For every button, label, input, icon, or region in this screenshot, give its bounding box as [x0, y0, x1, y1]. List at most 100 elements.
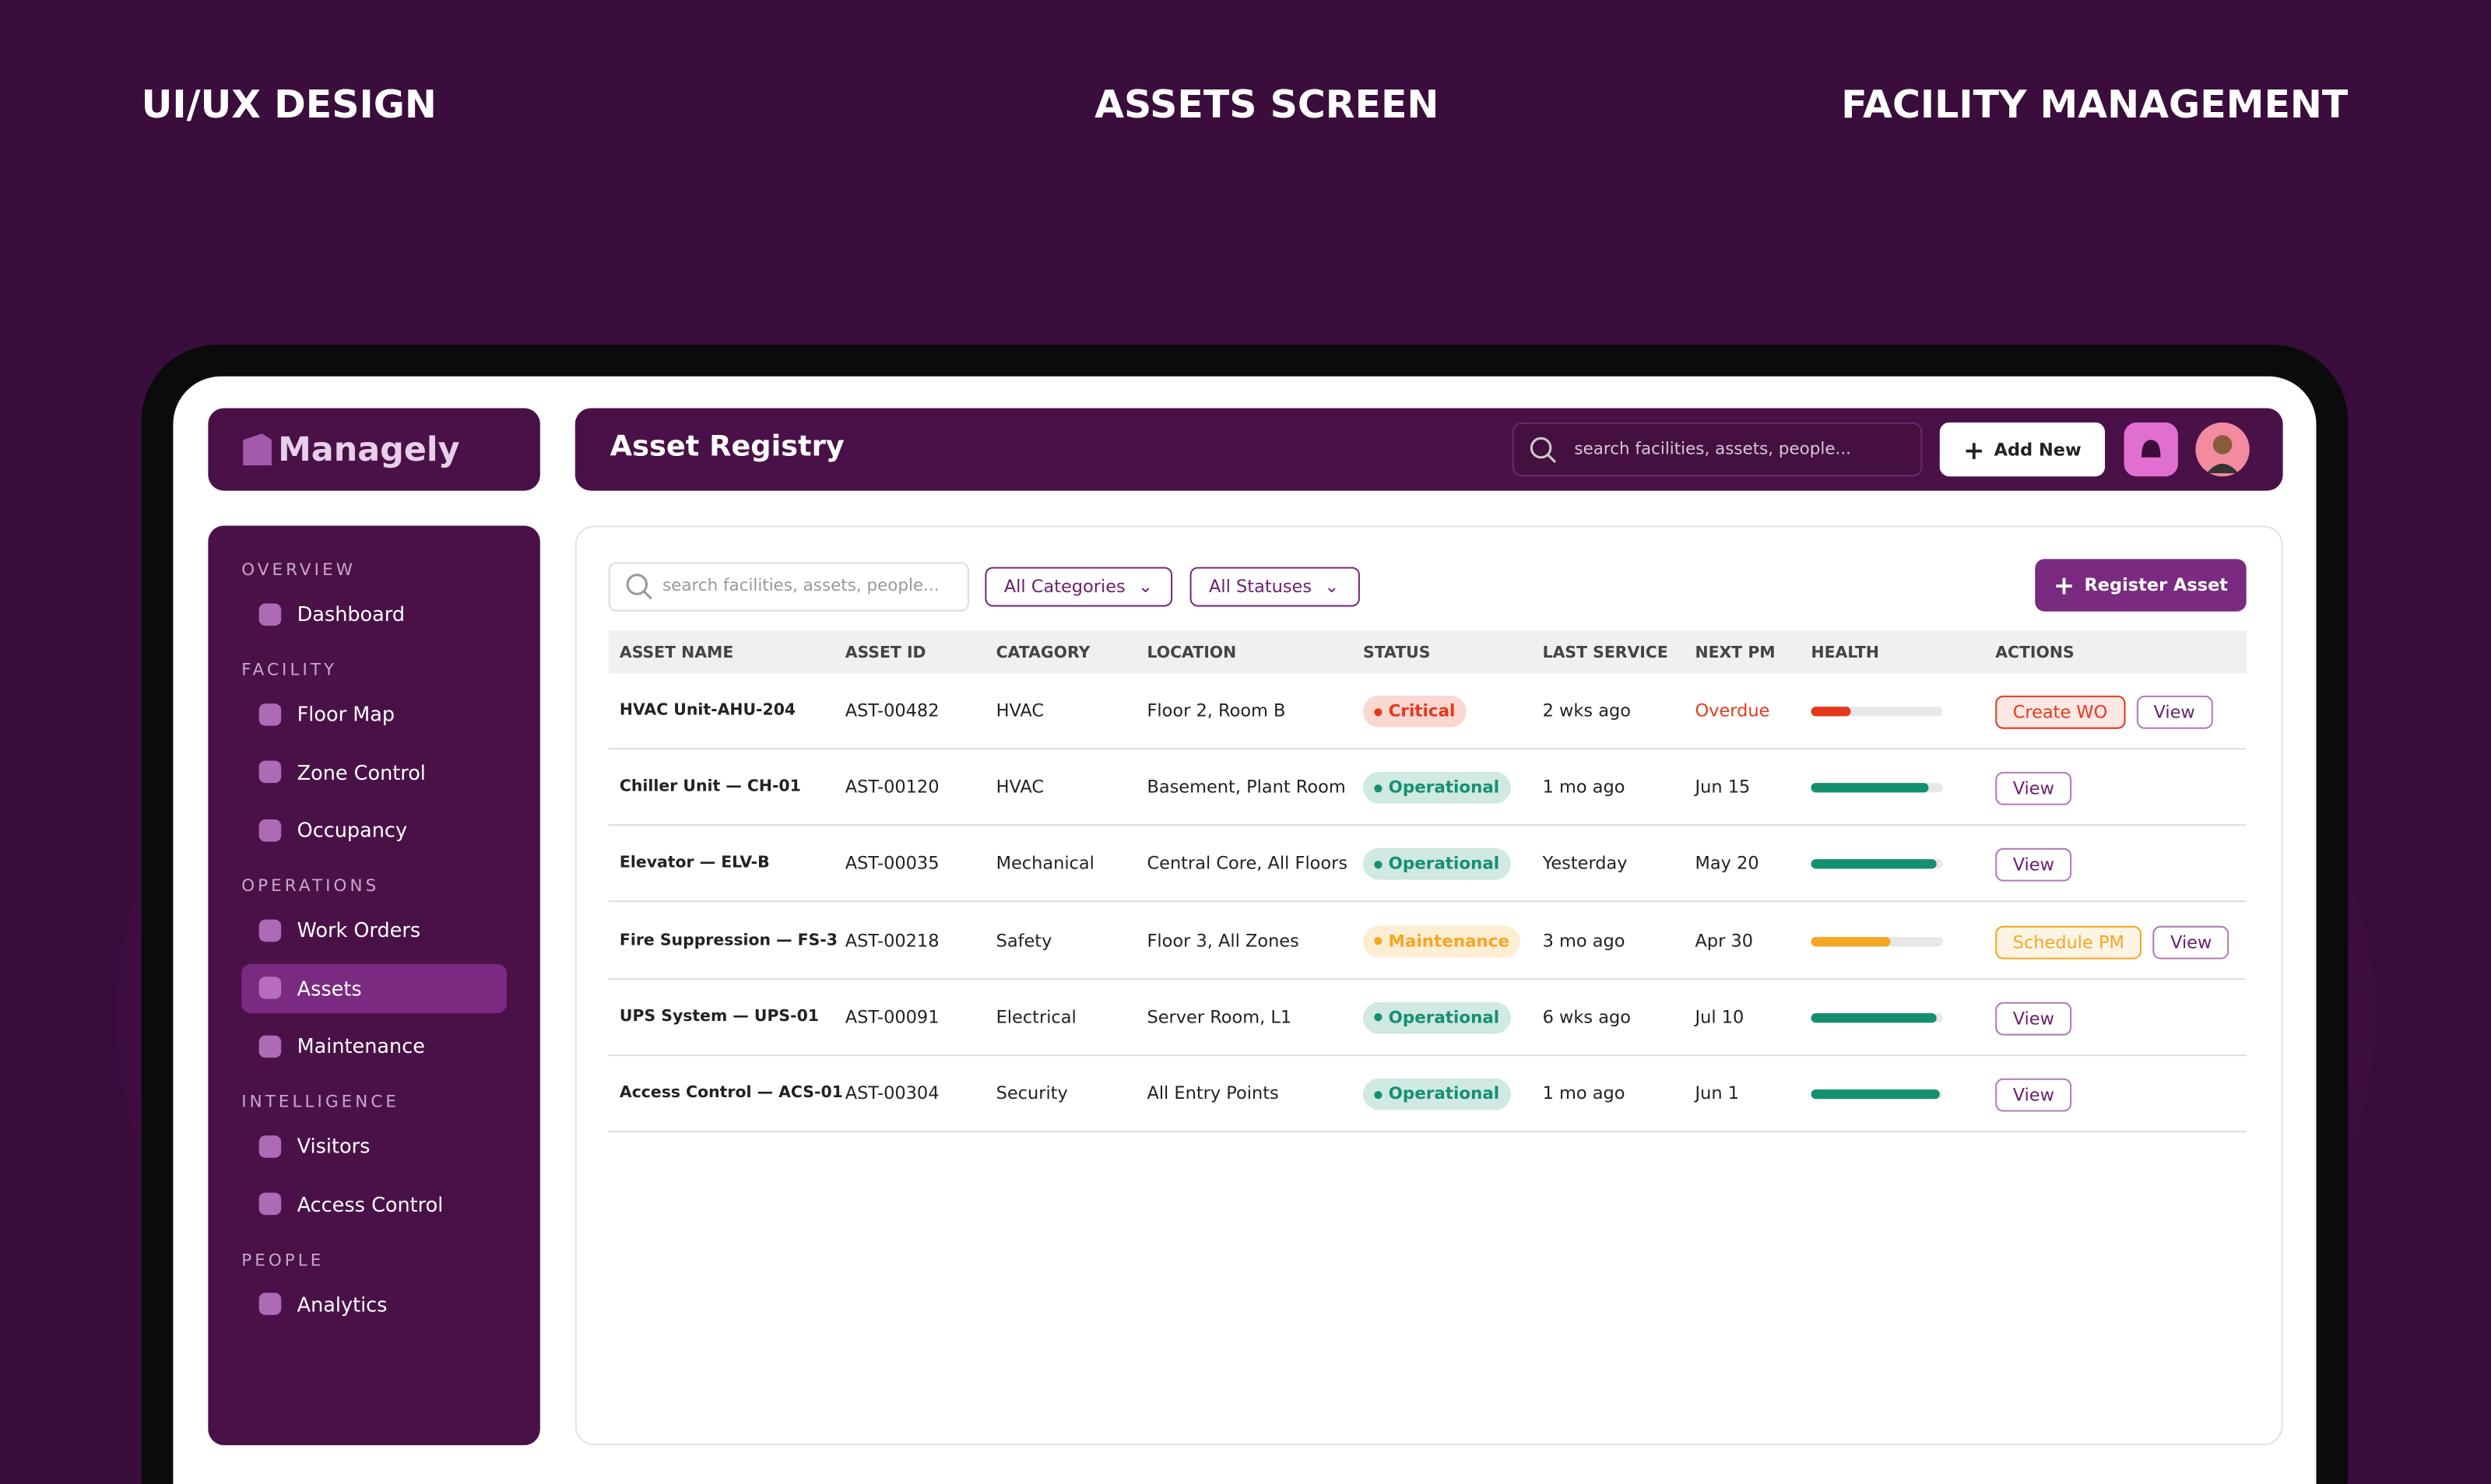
add-new-button[interactable]: + Add New: [1939, 422, 2106, 477]
row-divider: [608, 1131, 2247, 1133]
cell-name: Access Control — ACS-01: [619, 1084, 843, 1103]
cell-category: Mechanical: [996, 853, 1094, 875]
status-dot: [1374, 707, 1383, 716]
cell-category: Security: [996, 1082, 1068, 1104]
category-filter-label: All Categories: [1003, 576, 1126, 598]
nav-item[interactable]: Visitors: [241, 1121, 507, 1170]
cell-next-pm: Apr 30: [1695, 930, 1754, 951]
health-bar: [1811, 783, 1929, 793]
cell-id: AST-00482: [845, 700, 940, 721]
action-button[interactable]: View: [1995, 772, 2072, 806]
action-button[interactable]: View: [1995, 1002, 2072, 1036]
column-header: STATUS: [1363, 644, 1431, 663]
register-asset-label: Register Asset: [2084, 574, 2229, 596]
cell-last-service: 3 mo ago: [1542, 930, 1625, 951]
nav-label: Assets: [297, 976, 362, 1000]
status-dot: [1374, 784, 1383, 792]
cell-category: Electrical: [996, 1006, 1077, 1027]
table-search[interactable]: search facilities, assets, people...: [608, 562, 969, 612]
register-asset-button[interactable]: + Register Asset: [2035, 559, 2247, 612]
cell-id: AST-00035: [845, 853, 940, 875]
search-icon: [626, 574, 652, 600]
nav-icon: [258, 1034, 282, 1058]
status-badge: Operational: [1363, 1078, 1511, 1110]
health-bar: [1811, 1012, 1937, 1023]
cell-location: Floor 3, All Zones: [1147, 930, 1299, 951]
action-button[interactable]: View: [2152, 924, 2229, 959]
status-badge: Operational: [1363, 772, 1511, 805]
status-badge: Maintenance: [1363, 924, 1521, 957]
nav-label: Floor Map: [297, 702, 395, 726]
nav-label: Dashboard: [297, 602, 406, 626]
row-divider: [608, 900, 2247, 903]
top-search[interactable]: search facilities, assets, people...: [1512, 422, 1923, 477]
nav-item[interactable]: Access Control: [241, 1179, 507, 1228]
nav-icon: [258, 977, 282, 999]
chevron: ⌄: [1138, 576, 1153, 598]
section-title: OVERVIEW: [241, 560, 356, 580]
nav-label: Zone Control: [297, 760, 426, 784]
table-search-placeholder: search facilities, assets, people...: [662, 576, 940, 596]
status-dot: [1374, 860, 1383, 869]
cell-name: Chiller Unit — CH-01: [619, 778, 801, 796]
nav-icon: [258, 703, 282, 725]
action-button[interactable]: Schedule PM: [1995, 924, 2142, 959]
column-header: ASSET ID: [845, 644, 926, 663]
nav-item[interactable]: Dashboard: [241, 589, 507, 638]
nav-item[interactable]: Occupancy: [241, 805, 507, 854]
actions: View: [1995, 1000, 2082, 1036]
action-button[interactable]: View: [2136, 695, 2213, 729]
nav-item[interactable]: Floor Map: [241, 689, 507, 738]
nav-item[interactable]: Work Orders: [241, 905, 507, 954]
notification-button[interactable]: [2124, 422, 2178, 477]
nav-item[interactable]: Assets: [241, 963, 508, 1013]
category-filter[interactable]: All Categories ⌄: [985, 567, 1173, 607]
nav-icon: [258, 602, 282, 626]
status-dot: [1374, 1090, 1383, 1099]
status-badge: Operational: [1363, 848, 1511, 881]
page-title: Asset Registry: [610, 430, 845, 464]
status-label: Operational: [1388, 854, 1500, 875]
status-filter[interactable]: All Statuses ⌄: [1189, 567, 1360, 607]
nav-icon: [258, 819, 282, 841]
cell-name: Elevator — ELV-B: [619, 854, 770, 873]
cell-location: Central Core, All Floors: [1147, 853, 1348, 875]
status-filter-label: All Statuses: [1209, 576, 1312, 598]
screen: Managely OVERVIEW Dashboard FACILITY Floor …: [173, 376, 2317, 1484]
cell-last-service: 2 wks ago: [1542, 700, 1631, 721]
action-button[interactable]: View: [1995, 1078, 2072, 1112]
plus-icon: +: [1963, 434, 1985, 465]
cell-last-service: 1 mo ago: [1542, 777, 1625, 798]
cell-location: Floor 2, Room B: [1147, 700, 1286, 721]
nav-item[interactable]: Analytics: [241, 1279, 507, 1328]
cell-next-pm: May 20: [1695, 853, 1759, 875]
action-button[interactable]: Create WO: [1995, 695, 2125, 729]
asset-table: ASSET NAME ASSET ID CATAGORY LOCATION STATUS…: [608, 630, 2247, 1265]
status-label: Operational: [1388, 778, 1500, 798]
nav-item[interactable]: Zone Control: [241, 747, 507, 796]
header-left: UI/UX DESIGN: [141, 82, 437, 128]
cell-id: AST-00120: [845, 777, 940, 798]
cell-next-pm: Overdue: [1695, 700, 1770, 721]
nav-item[interactable]: Maintenance: [241, 1021, 507, 1070]
status-badge: Critical: [1363, 695, 1467, 728]
column-header: HEALTH: [1811, 644, 1879, 663]
actions: View: [1995, 847, 2082, 882]
content-card: search facilities, assets, people... All…: [574, 525, 2283, 1446]
cell-category: HVAC: [996, 777, 1045, 798]
health-bar: [1811, 936, 1891, 946]
section-title: FACILITY: [241, 660, 338, 680]
avatar[interactable]: [2195, 422, 2250, 477]
nav-label: Work Orders: [297, 917, 421, 942]
search-icon: [1530, 437, 1557, 463]
column-header: LOCATION: [1147, 644, 1237, 663]
cell-id: AST-00304: [845, 1082, 940, 1104]
brand: Managely: [278, 430, 460, 469]
action-button[interactable]: View: [1995, 848, 2072, 882]
status-badge: Operational: [1363, 1002, 1511, 1034]
actions: View: [1995, 1077, 2082, 1112]
cell-name: Fire Suppression — FS-3: [619, 931, 838, 949]
cell-last-service: Yesterday: [1542, 853, 1628, 875]
section-title: INTELLIGENCE: [241, 1093, 400, 1112]
nav-icon: [258, 1135, 282, 1157]
